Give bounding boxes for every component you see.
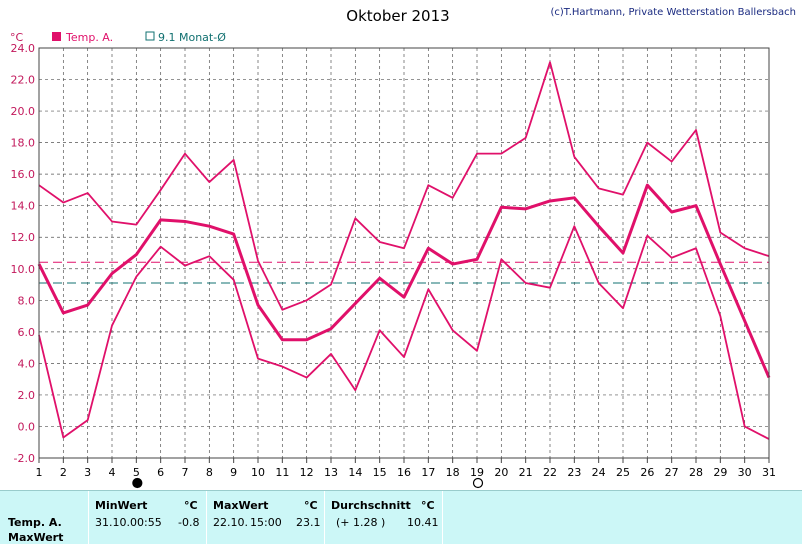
panel-divider [324, 491, 325, 544]
series-line-max [38, 61, 770, 311]
chart-title: Oktober 2013 [346, 7, 449, 25]
x-tick-label: 2 [60, 466, 67, 479]
x-tick-label: 29 [713, 466, 727, 479]
x-tick-label: 20 [494, 466, 508, 479]
series-line-mean [37, 183, 771, 379]
x-tick-label: 28 [689, 466, 703, 479]
x-tick-label: 3 [84, 466, 91, 479]
x-tick-label: 6 [157, 466, 164, 479]
x-tick-label: 25 [616, 466, 630, 479]
y-tick-label: 10.0 [11, 263, 36, 276]
x-tick-label: 12 [300, 466, 314, 479]
max-unit: °C [304, 499, 318, 512]
y-axis-unit: °C [10, 31, 24, 44]
summary-panel: Temp. A. MaxWert MinWert °C 31.10. 00:55… [0, 490, 802, 544]
min-date: 31.10. [95, 516, 130, 529]
y-tick-label: 20.0 [11, 105, 36, 118]
max-header: MaxWert [213, 499, 269, 512]
avg-header: Durchschnitt [331, 499, 411, 512]
max-time: 15:00 [250, 516, 282, 529]
series-line-min [38, 225, 770, 440]
max-date: 22.10. [213, 516, 248, 529]
y-tick-label: 24.0 [11, 42, 36, 55]
x-tick-label: 17 [421, 466, 435, 479]
y-tick-label: -2.0 [14, 452, 35, 465]
x-tick-label: 9 [230, 466, 237, 479]
moon-phase-markers [132, 477, 484, 489]
x-tick-label: 15 [373, 466, 387, 479]
series-lines [37, 61, 771, 440]
x-tick-label: 1 [36, 466, 43, 479]
min-header: MinWert [95, 499, 148, 512]
x-tick-label: 30 [738, 466, 752, 479]
legend-label-monthly-avg: 9.1 Monat-Ø [158, 31, 226, 44]
y-tick-label: 4.0 [18, 357, 36, 370]
panel-divider [206, 491, 207, 544]
x-tick-label: 7 [182, 466, 189, 479]
row-label-2: MaxWert [8, 531, 64, 544]
legend: Temp. A. 9.1 Monat-Ø [52, 31, 226, 44]
y-tick-label: 22.0 [11, 74, 36, 87]
legend-swatch-temp [52, 32, 61, 41]
reference-lines [39, 261, 769, 284]
plot-frame [38, 47, 770, 459]
legend-label-temp: Temp. A. [65, 31, 113, 44]
min-value: -0.8 [178, 516, 200, 529]
y-tick-label: 2.0 [18, 389, 36, 402]
grid [38, 47, 770, 459]
y-tick-label: 16.0 [11, 168, 36, 181]
max-value: 23.1 [296, 516, 321, 529]
x-tick-label: 22 [543, 466, 557, 479]
x-tick-label: 8 [206, 466, 213, 479]
avg-delta: (+ 1.28 ) [336, 516, 386, 529]
x-tick-label: 14 [348, 466, 362, 479]
temperature-chart: Oktober 2013 (c)T.Hartmann, Private Wett… [10, 7, 796, 489]
avg-unit: °C [421, 499, 435, 512]
min-time: 00:55 [130, 516, 162, 529]
panel-divider [442, 491, 443, 544]
panel-divider [88, 491, 89, 544]
x-tick-label: 26 [640, 466, 654, 479]
x-axis-ticks: 1 2 3 4 5 6 7 8 9 10 11 12 13 14 15 16 17 18 19 20 21 22 23 24 2… [36, 458, 776, 479]
x-tick-label: 11 [275, 466, 289, 479]
chart-credit: (c)T.Hartmann, Private Wetterstation Bal… [550, 7, 796, 18]
x-tick-label: 18 [446, 466, 460, 479]
x-tick-label: 31 [762, 466, 776, 479]
x-tick-label: 5 [133, 466, 140, 479]
x-tick-label: 24 [592, 466, 606, 479]
y-tick-label: 8.0 [18, 294, 36, 307]
y-tick-label: 12.0 [11, 231, 36, 244]
min-unit: °C [184, 499, 198, 512]
x-tick-label: 16 [397, 466, 411, 479]
legend-swatch-monthly-avg [145, 31, 155, 41]
x-tick-label: 21 [519, 466, 533, 479]
y-tick-label: 6.0 [18, 326, 36, 339]
x-tick-label: 23 [567, 466, 581, 479]
y-tick-label: 0.0 [18, 420, 36, 433]
row-label: Temp. A. [8, 516, 62, 529]
x-tick-label: 27 [665, 466, 679, 479]
y-axis-ticks: 24.0 22.0 20.0 18.0 16.0 14.0 12.0 10.0 8.0 6.0 4.… [11, 42, 36, 465]
x-tick-label: 4 [109, 466, 116, 479]
x-tick-label: 10 [251, 466, 265, 479]
new-moon-icon [132, 477, 143, 489]
full-moon-icon [472, 477, 484, 489]
x-tick-label: 13 [324, 466, 338, 479]
avg-value: 10.41 [407, 516, 439, 529]
y-tick-label: 18.0 [11, 137, 36, 150]
x-tick-label: 19 [470, 466, 484, 479]
y-tick-label: 14.0 [11, 200, 36, 213]
